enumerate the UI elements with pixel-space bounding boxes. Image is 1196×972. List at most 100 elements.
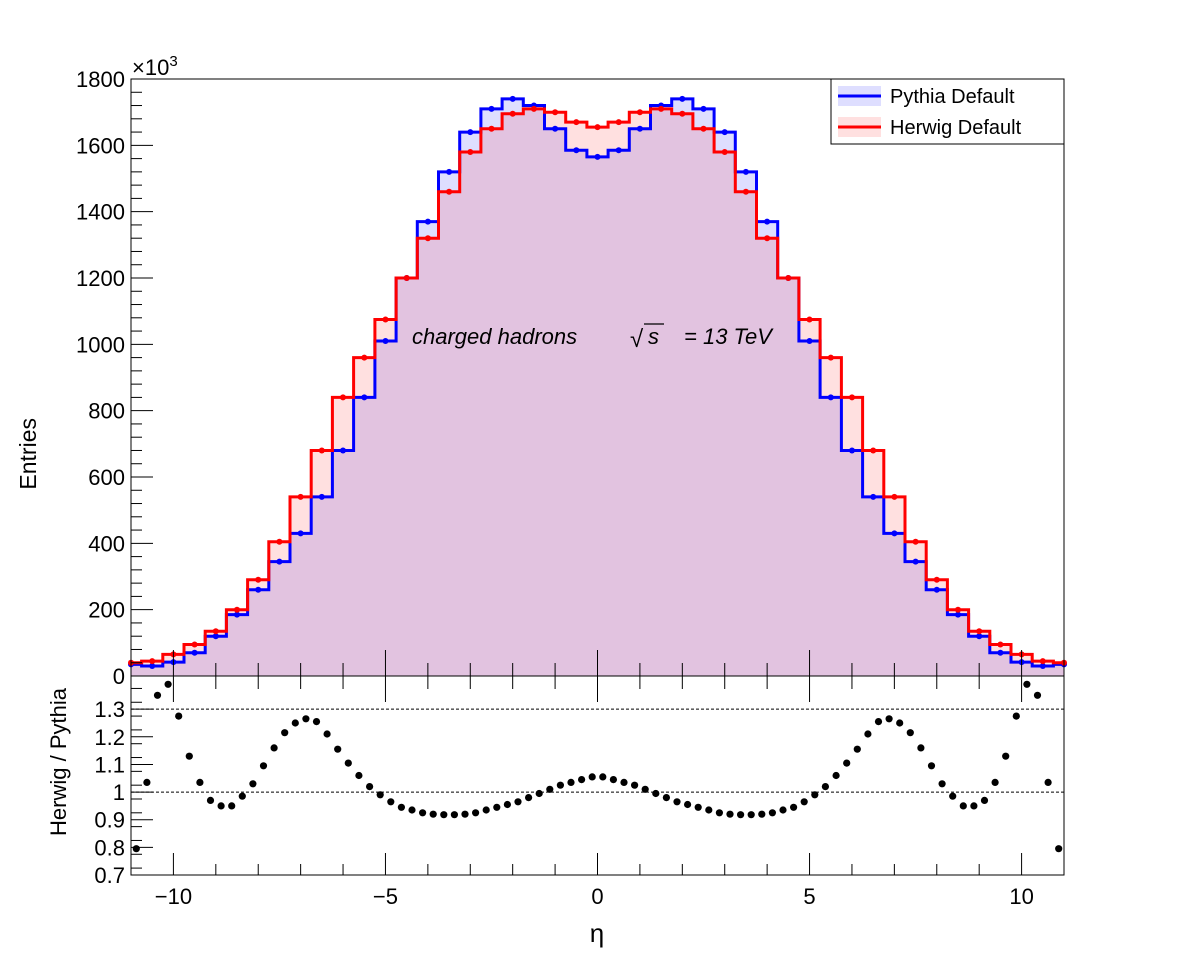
marker-herwig xyxy=(276,538,283,545)
marker-pythia xyxy=(488,105,495,112)
histogram-markers xyxy=(128,95,1067,669)
marker-herwig xyxy=(870,447,877,454)
marker-herwig xyxy=(191,641,198,648)
marker-pythia xyxy=(382,338,389,344)
ratio-point xyxy=(270,744,278,752)
marker-herwig xyxy=(255,576,262,583)
ratio-point xyxy=(832,771,840,780)
marker-herwig xyxy=(212,628,219,635)
ratio-point xyxy=(779,806,787,814)
ratio-point xyxy=(874,718,883,726)
marker-herwig xyxy=(467,149,474,155)
ratio-point xyxy=(821,783,830,791)
marker-herwig xyxy=(997,641,1004,648)
marker-herwig xyxy=(530,105,537,112)
marker-pythia xyxy=(870,493,877,500)
ratio-point xyxy=(185,752,193,760)
marker-pythia xyxy=(340,447,346,454)
marker-pythia xyxy=(679,95,686,102)
ratio-point xyxy=(726,810,734,818)
ratio-point xyxy=(461,810,469,818)
ratio-point xyxy=(472,809,480,817)
marker-pythia xyxy=(255,586,262,593)
y-tick-label: 800 xyxy=(88,399,125,424)
ratio-point xyxy=(959,802,967,810)
marker-herwig xyxy=(403,275,410,281)
ratio-point xyxy=(758,810,766,818)
ratio-point xyxy=(684,800,692,809)
ratio-point xyxy=(228,802,236,810)
fill-herwig xyxy=(131,108,1064,676)
ratio-point xyxy=(503,800,511,809)
ratio-point xyxy=(980,796,989,805)
y-tick-label: 200 xyxy=(88,598,125,623)
ratio-point xyxy=(1023,680,1031,688)
marker-herwig xyxy=(933,576,940,583)
marker-herwig xyxy=(488,125,495,132)
marker-pythia xyxy=(297,530,304,537)
ratio-point xyxy=(525,794,533,802)
ratio-point xyxy=(567,778,575,787)
top-y-axis: 0 200 400 600 800 1000 1200 1400 1600 1800 xyxy=(76,67,153,689)
ratio-point xyxy=(599,773,607,781)
ratio-point xyxy=(747,811,755,819)
ratio-point xyxy=(652,789,660,798)
ratio-point xyxy=(440,811,448,819)
ratio-point xyxy=(546,785,554,793)
marker-herwig xyxy=(976,628,983,635)
marker-herwig xyxy=(340,394,346,401)
x-axis: −10 −5 0 5 10 xyxy=(130,853,1065,909)
marker-pythia xyxy=(615,147,622,154)
ratio-point xyxy=(196,778,204,787)
ratio-point xyxy=(143,778,151,787)
marker-pythia xyxy=(318,493,325,500)
plot-annotation: charged hadrons √ s = 13 TeV xyxy=(412,323,774,353)
marker-herwig xyxy=(806,316,813,323)
marker-herwig xyxy=(679,110,686,117)
ratio-point xyxy=(970,802,978,810)
marker-pythia xyxy=(997,649,1004,656)
marker-pythia xyxy=(552,125,559,132)
ratio-point xyxy=(450,811,458,819)
marker-herwig xyxy=(785,275,792,281)
marker-pythia xyxy=(827,394,834,401)
reference-lines xyxy=(131,708,1064,793)
ratio-point xyxy=(376,791,384,799)
marker-herwig xyxy=(849,394,855,401)
marker-herwig xyxy=(509,110,516,117)
y-tick-label: 1400 xyxy=(76,200,125,225)
ratio-point xyxy=(291,719,299,727)
ratio-point xyxy=(631,781,639,789)
marker-pythia xyxy=(212,633,219,640)
ratio-point xyxy=(259,762,268,770)
ratio-point xyxy=(991,778,999,787)
marker-pythia xyxy=(764,218,771,225)
marker-herwig xyxy=(721,149,728,155)
marker-pythia xyxy=(806,338,813,344)
ratio-point xyxy=(153,691,162,699)
ratio-point xyxy=(662,794,671,802)
marker-herwig xyxy=(955,606,961,613)
ratio-point xyxy=(949,792,957,800)
y-tick-label: 0.7 xyxy=(94,863,125,888)
ratio-point xyxy=(578,776,586,784)
top-panel: 0 200 400 600 800 1000 1200 1400 1600 1800 ×103 E… xyxy=(15,53,1067,702)
marker-pythia xyxy=(509,95,516,102)
ratio-point xyxy=(705,806,713,814)
y-tick-label: 1200 xyxy=(76,266,125,291)
marker-herwig xyxy=(424,235,431,242)
y-tick-label: 1.3 xyxy=(94,697,125,722)
ratio-point xyxy=(1002,752,1010,760)
ratio-point xyxy=(132,845,140,853)
top-y-axis-label: Entries xyxy=(15,418,41,490)
y-tick-label: 1000 xyxy=(76,332,125,357)
marker-herwig xyxy=(297,493,304,500)
ratio-point xyxy=(609,776,618,784)
marker-pythia xyxy=(742,168,749,175)
ratio-point xyxy=(249,780,257,788)
marker-herwig xyxy=(658,105,665,112)
ratio-point xyxy=(694,803,702,811)
bottom-panel: 0.7 0.80.9 1 1.11.2 1.3 −10 −5 0 5 10 Herwig / P… xyxy=(46,675,1065,948)
ratio-point xyxy=(917,744,925,752)
